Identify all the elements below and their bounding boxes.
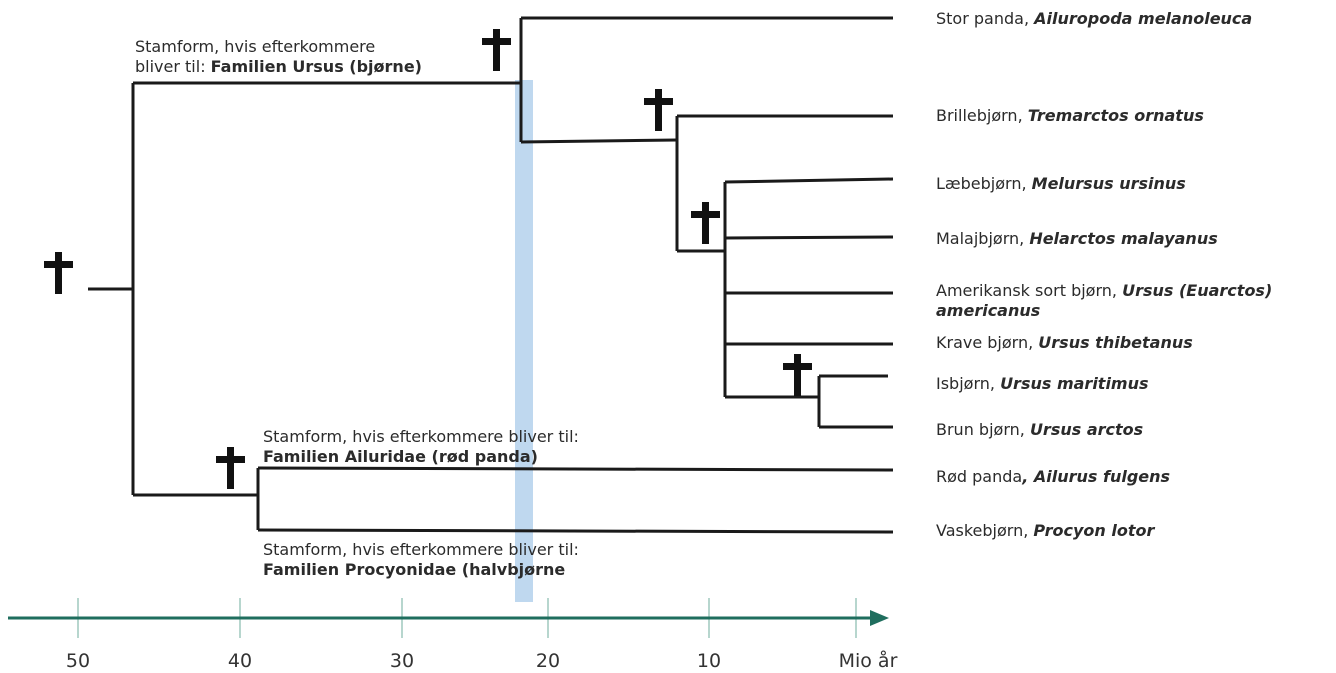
extinct-markers — [44, 29, 812, 489]
species-common-name: Brillebjørn, — [936, 106, 1023, 125]
ursus-ancestor-label: Stamform, hvis efterkommere bliver til: … — [135, 37, 422, 77]
dagger-icon — [216, 447, 245, 489]
species-label-laebebjorn: Læbebjørn, Melursus ursinus — [936, 174, 1186, 194]
family-name: Familien Ailuridae (rød panda) — [263, 447, 538, 466]
dagger-icon — [644, 89, 673, 131]
branch-malajbjorn — [724, 235, 894, 240]
species-common-name: Krave bjørn, — [936, 333, 1034, 352]
ancestor-text: bliver til: — [135, 57, 206, 76]
ancestor-text: Stamform, hvis efterkommere bliver til: — [263, 540, 579, 559]
species-common-name: Amerikansk sort bjørn, — [936, 281, 1117, 300]
axis-tick-label: 30 — [389, 650, 415, 672]
species-latin-name: Melursus ursinus — [1031, 174, 1186, 193]
family-name: Familien Procyonidae (halvbjørne — [263, 560, 566, 579]
species-latin-name: Helarctos malayanus — [1029, 229, 1218, 248]
ailuridae-ancestor-label: Stamform, hvis efterkommere bliver til: … — [263, 427, 579, 467]
dagger-icon — [691, 202, 720, 244]
species-common-name: Læbebjørn, — [936, 174, 1027, 193]
species-label-stor-panda: Stor panda, Ailuropoda melanoleuca — [936, 9, 1252, 29]
axis-arrow-icon — [870, 610, 889, 626]
species-label-rod-panda: Rød panda, Ailurus fulgens — [936, 467, 1170, 487]
procyonidae-ancestor-label: Stamform, hvis efterkommere bliver til: … — [263, 540, 579, 580]
species-label-brillebjorn: Brillebjørn, Tremarctos ornatus — [936, 106, 1204, 126]
species-common-name: Vaskebjørn, — [936, 521, 1029, 540]
species-latin-name: Ursus (Euarctos) — [1122, 281, 1273, 300]
species-label-vaskebjorn: Vaskebjørn, Procyon lotor — [936, 521, 1154, 541]
tree-branches — [88, 16, 894, 534]
ancestor-text: Stamform, hvis efterkommere bliver til: — [263, 427, 579, 446]
species-common-name: Stor panda, — [936, 9, 1030, 28]
species-label-krave-bjorn: Krave bjørn, Ursus thibetanus — [936, 333, 1193, 353]
axis-tick-label: 20 — [535, 650, 561, 672]
species-label-isbjorn: Isbjørn, Ursus maritimus — [936, 374, 1149, 394]
axis-tick-label: 40 — [227, 650, 253, 672]
axis-tick-label: 10 — [696, 650, 722, 672]
species-label-sort-bjorn: Amerikansk sort bjørn, Ursus (Euarctos) … — [936, 281, 1272, 321]
species-latin-name: , Ailurus fulgens — [1022, 467, 1171, 486]
axis-unit-label: Mio år — [838, 650, 898, 672]
ancestor-text: Stamform, hvis efterkommere — [135, 37, 376, 56]
branch-laebebjorn — [724, 177, 894, 184]
species-common-name: Isbjørn, — [936, 374, 995, 393]
branch-vaskebjorn — [257, 528, 894, 534]
dagger-icon — [44, 252, 73, 294]
branch-rod-panda — [257, 466, 894, 472]
time-highlight-bar — [515, 80, 533, 602]
family-name: Familien Ursus (bjørne) — [210, 57, 422, 76]
species-latin-name: Tremarctos ornatus — [1027, 106, 1204, 125]
species-latin-name: Ailuropoda melanoleuca — [1034, 9, 1253, 28]
species-common-name: Brun bjørn, — [936, 420, 1025, 439]
species-latin-name: Procyon lotor — [1033, 521, 1155, 540]
species-label-malajbjorn: Malajbjørn, Helarctos malayanus — [936, 229, 1218, 249]
species-label-brun-bjorn: Brun bjørn, Ursus arctos — [936, 420, 1143, 440]
dagger-icon — [783, 354, 812, 396]
species-latin-name: Ursus thibetanus — [1038, 333, 1193, 352]
species-latin-name: Ursus maritimus — [1000, 374, 1149, 393]
branch-bears-core — [520, 138, 678, 144]
axis-tick-label: 50 — [65, 650, 91, 672]
species-latin-name: Ursus arctos — [1029, 420, 1144, 439]
species-common-name: Rød panda — [936, 467, 1023, 486]
species-common-name: Malajbjørn, — [936, 229, 1025, 248]
species-latin-name: americanus — [936, 301, 1041, 320]
time-axis — [8, 598, 889, 638]
dagger-icon — [482, 29, 511, 71]
